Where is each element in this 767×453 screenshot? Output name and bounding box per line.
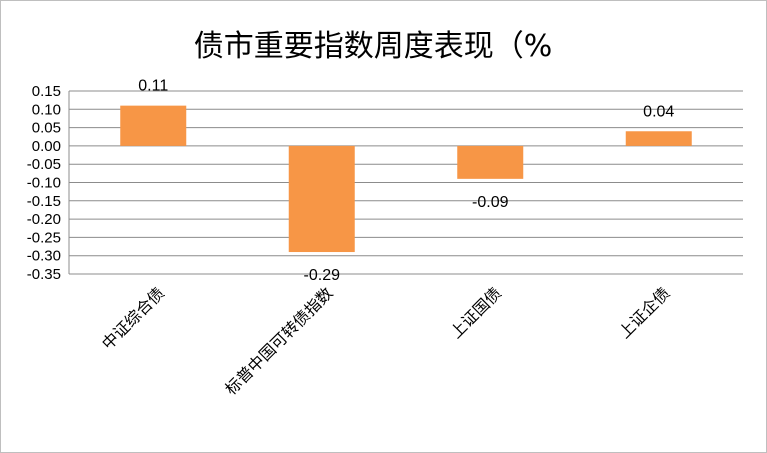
data-label: 0.04	[643, 103, 674, 120]
y-tick-label: 0.15	[32, 83, 61, 100]
x-category-label: 上证国债	[446, 283, 505, 342]
y-tick-label: -0.15	[27, 193, 61, 210]
y-tick-label: 0.10	[32, 101, 61, 118]
y-tick-label: 0.00	[32, 138, 61, 155]
y-tick-label: -0.30	[27, 248, 61, 265]
bar	[288, 145, 355, 253]
y-axis-ticks: 0.150.10 0.050.00-0.05 -0.10-0.15-0.20-0.2…	[27, 83, 61, 283]
data-label: -0.09	[472, 194, 509, 211]
x-category-label: 中证综合债	[98, 283, 168, 353]
bars	[120, 105, 692, 253]
data-label: -0.29	[304, 267, 341, 284]
y-tick-label: 0.05	[32, 120, 61, 137]
data-labels: 0.11 -0.29 -0.09 0.04	[138, 78, 674, 284]
x-category-label: 标普中国可转债指数	[221, 283, 336, 398]
y-tick-label: -0.25	[27, 229, 61, 246]
y-tick-label: -0.10	[27, 175, 61, 192]
bar	[625, 131, 692, 146]
data-label: 0.11	[138, 78, 168, 95]
y-tick-label: -0.35	[27, 266, 61, 283]
bar	[120, 105, 187, 146]
chart-title: 债市重要指数周度表现（%	[194, 29, 553, 64]
y-tick-label: -0.20	[27, 211, 61, 228]
y-tick-label: -0.05	[27, 156, 61, 173]
x-category-label: 上证企债	[615, 283, 674, 342]
bar	[457, 145, 524, 179]
x-axis-categories: 中证综合债 标普中国可转债指数 上证国债 上证企债	[98, 283, 674, 398]
